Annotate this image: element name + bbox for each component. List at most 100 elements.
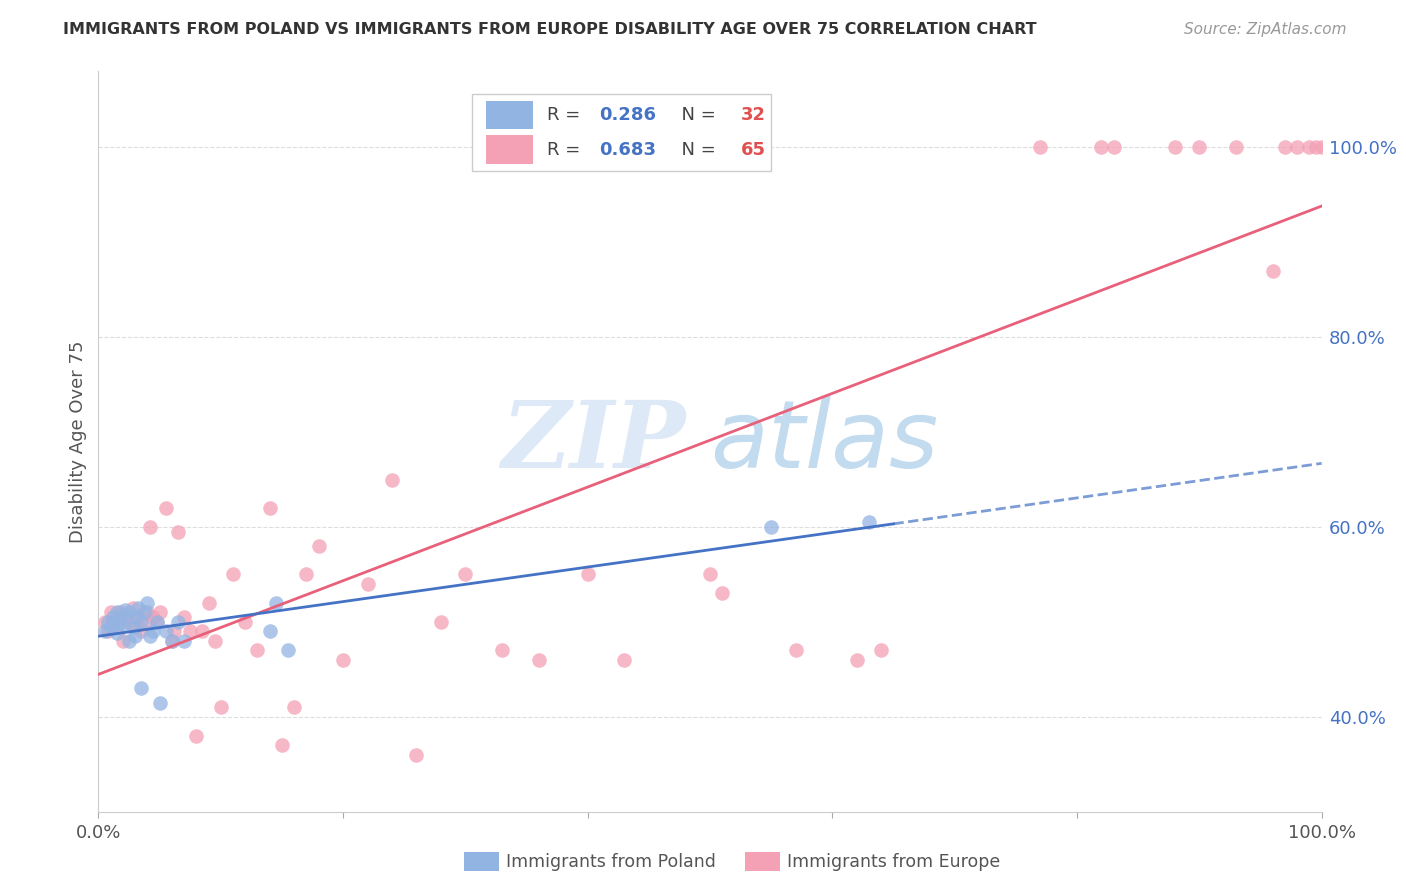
Point bbox=[155, 500, 177, 515]
Point bbox=[405, 747, 427, 762]
Point bbox=[105, 626, 128, 640]
Text: IMMIGRANTS FROM POLAND VS IMMIGRANTS FROM EUROPE DISABILITY AGE OVER 75 CORRELAT: IMMIGRANTS FROM POLAND VS IMMIGRANTS FRO… bbox=[63, 22, 1036, 37]
Point bbox=[222, 567, 245, 582]
Point bbox=[308, 539, 330, 553]
Point bbox=[699, 567, 721, 582]
Point bbox=[1261, 263, 1284, 277]
Point bbox=[97, 624, 120, 639]
Text: N =: N = bbox=[669, 106, 721, 124]
Point bbox=[167, 524, 190, 539]
Point bbox=[186, 729, 208, 743]
Point bbox=[845, 653, 868, 667]
Point bbox=[134, 615, 156, 629]
Point bbox=[1310, 140, 1333, 154]
Point bbox=[155, 624, 177, 639]
Point bbox=[259, 500, 281, 515]
Point bbox=[356, 577, 378, 591]
Point bbox=[527, 653, 550, 667]
Text: Immigrants from Poland: Immigrants from Poland bbox=[506, 853, 716, 871]
Point bbox=[127, 600, 149, 615]
Point bbox=[127, 610, 149, 624]
Point bbox=[209, 700, 232, 714]
Point bbox=[430, 615, 453, 629]
Point bbox=[142, 610, 165, 624]
Point bbox=[785, 643, 807, 657]
Point bbox=[197, 596, 219, 610]
Text: R =: R = bbox=[547, 106, 586, 124]
Point bbox=[105, 606, 128, 620]
Point bbox=[613, 653, 636, 667]
Point bbox=[111, 616, 134, 631]
Point bbox=[118, 633, 141, 648]
Point bbox=[259, 624, 281, 639]
Point bbox=[1102, 140, 1125, 154]
Point bbox=[139, 629, 162, 643]
FancyBboxPatch shape bbox=[486, 136, 533, 163]
Text: 0.286: 0.286 bbox=[599, 106, 655, 124]
Point bbox=[160, 633, 183, 648]
Text: 0.683: 0.683 bbox=[599, 141, 655, 159]
Text: 65: 65 bbox=[741, 141, 766, 159]
Point bbox=[858, 515, 880, 529]
Point bbox=[129, 624, 152, 639]
Point bbox=[121, 600, 143, 615]
Point bbox=[233, 615, 256, 629]
Point bbox=[1274, 140, 1296, 154]
Point bbox=[124, 620, 146, 634]
Point bbox=[160, 633, 183, 648]
Point bbox=[1164, 140, 1187, 154]
Point bbox=[129, 615, 152, 629]
Point bbox=[105, 620, 128, 634]
Point bbox=[1305, 140, 1327, 154]
Point bbox=[283, 700, 305, 714]
Point bbox=[163, 624, 186, 639]
Point bbox=[97, 615, 120, 629]
Point bbox=[1029, 140, 1052, 154]
Point bbox=[121, 620, 143, 634]
Point bbox=[129, 681, 152, 696]
Point bbox=[1286, 140, 1309, 154]
Point bbox=[381, 473, 404, 487]
Point bbox=[142, 624, 165, 639]
Point bbox=[454, 567, 477, 582]
Point bbox=[101, 610, 124, 624]
Point bbox=[146, 615, 169, 629]
Point bbox=[179, 624, 201, 639]
Text: 32: 32 bbox=[741, 106, 766, 124]
Y-axis label: Disability Age Over 75: Disability Age Over 75 bbox=[69, 340, 87, 543]
Point bbox=[204, 633, 226, 648]
Point bbox=[100, 620, 122, 634]
Point bbox=[101, 615, 124, 629]
Point bbox=[332, 653, 354, 667]
Point bbox=[870, 643, 893, 657]
Point bbox=[264, 596, 287, 610]
Point bbox=[136, 596, 159, 610]
FancyBboxPatch shape bbox=[471, 94, 772, 171]
Point bbox=[1225, 140, 1247, 154]
Point bbox=[110, 606, 132, 620]
Point bbox=[110, 615, 132, 629]
Text: R =: R = bbox=[547, 141, 586, 159]
Point bbox=[173, 610, 195, 624]
Point bbox=[118, 606, 141, 620]
Point bbox=[111, 633, 134, 648]
Point bbox=[93, 624, 115, 639]
Point bbox=[118, 615, 141, 629]
Point bbox=[761, 520, 783, 534]
Point bbox=[246, 643, 269, 657]
Point bbox=[124, 610, 146, 624]
Point bbox=[149, 606, 172, 620]
Point bbox=[139, 520, 162, 534]
Point bbox=[270, 739, 294, 753]
Point bbox=[1298, 140, 1320, 154]
Point bbox=[295, 567, 318, 582]
Text: N =: N = bbox=[669, 141, 721, 159]
Point bbox=[114, 610, 136, 624]
Text: ZIP: ZIP bbox=[502, 397, 686, 486]
Point bbox=[146, 615, 169, 629]
Point bbox=[149, 696, 172, 710]
Text: atlas: atlas bbox=[710, 396, 938, 487]
Text: Immigrants from Europe: Immigrants from Europe bbox=[787, 853, 1001, 871]
FancyBboxPatch shape bbox=[486, 102, 533, 129]
Point bbox=[134, 606, 156, 620]
